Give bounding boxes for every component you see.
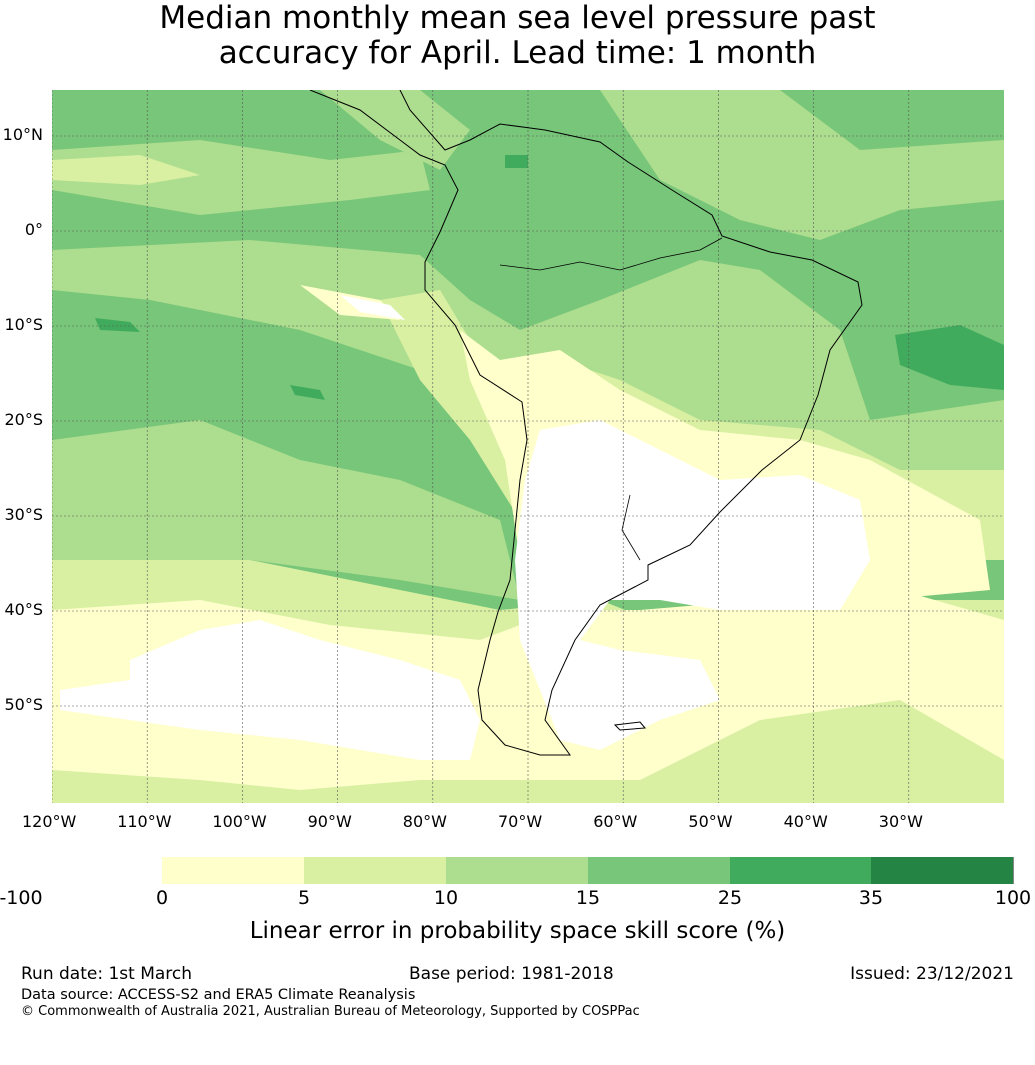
longitude-label: 70°W [498,812,543,831]
longitude-label: 120°W [22,812,77,831]
colorbar-segment [304,857,447,884]
region-25-35 [95,318,140,332]
falkland-islands [613,721,647,731]
region-negative [60,620,480,760]
title-line-2: accuracy for April. Lead time: 1 month [218,35,817,71]
latitude-label: 40°S [4,600,43,619]
region-10-15 [600,90,1004,240]
colorbar-tick: -100 [0,887,43,909]
latitude-label: 50°S [4,695,43,714]
latitude-label: 10°S [4,315,43,334]
colorbar-segment [21,857,163,884]
colorbar-tick: 25 [717,887,743,909]
region-25-35 [895,325,1004,390]
region-10-15 [52,420,520,600]
colorbar-segment [730,857,872,884]
south-america-coastline [309,90,863,756]
longitude-label: 110°W [117,812,172,831]
colorbar-tick: 10 [433,887,459,909]
graticule [52,90,1004,803]
region-5-10 [52,155,200,185]
skill-score-map [52,90,1004,803]
region-negative [340,295,405,320]
latitude-label: 30°S [4,505,43,524]
latitude-label: 20°S [4,410,43,429]
colorbar-label: Linear error in probability space skill … [249,918,786,944]
latitude-label: 0° [24,220,43,239]
issued-date: Issued: 23/12/2021 [850,964,1014,984]
region-negative [515,420,870,750]
colorbar-tick: 100 [994,887,1032,909]
longitude-label: 50°W [688,812,733,831]
longitude-label: 90°W [307,812,352,831]
river-plate-line [621,494,641,561]
colorbar-segment [162,857,305,884]
colorbar-tick: 35 [858,887,884,909]
region-25-35 [505,155,528,168]
colorbar-segment [446,857,589,884]
title-line-1: Median monthly mean sea level pressure p… [159,0,876,36]
colorbar-tick: 0 [155,887,169,909]
longitude-label: 100°W [212,812,267,831]
colorbar-segment [871,857,1014,884]
run-date: Run date: 1st March [21,964,193,984]
colorbar-tick: 5 [297,887,311,909]
longitude-label: 40°W [783,812,828,831]
copyright: © Commonwealth of Australia 2021, Austra… [21,1004,640,1019]
region-25-35 [290,385,325,400]
base-period: Base period: 1981-2018 [409,964,614,984]
colorbar-segment [588,857,731,884]
longitude-label: 60°W [593,812,638,831]
longitude-label: 80°W [402,812,447,831]
latitude-label: 10°N [2,125,43,144]
colorbar-tick: 15 [575,887,601,909]
amazon-river-line [499,237,723,271]
longitude-label: 30°W [878,812,923,831]
data-source: Data source: ACCESS-S2 and ERA5 Climate … [21,987,416,1003]
